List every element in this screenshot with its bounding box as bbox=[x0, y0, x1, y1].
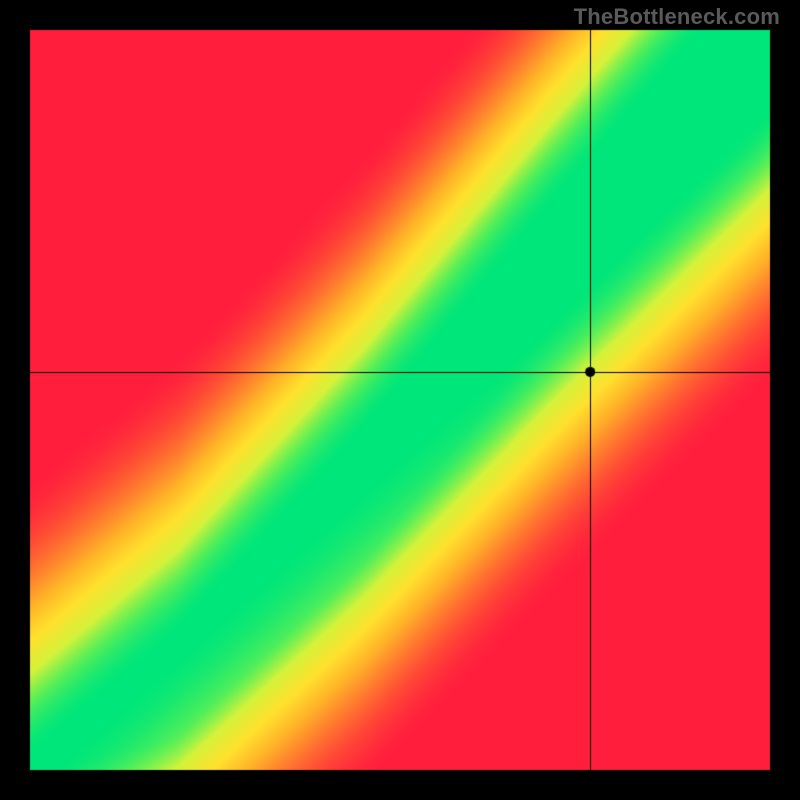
watermark-label: TheBottleneck.com bbox=[574, 4, 780, 30]
bottleneck-heatmap bbox=[0, 0, 800, 800]
chart-container: TheBottleneck.com bbox=[0, 0, 800, 800]
